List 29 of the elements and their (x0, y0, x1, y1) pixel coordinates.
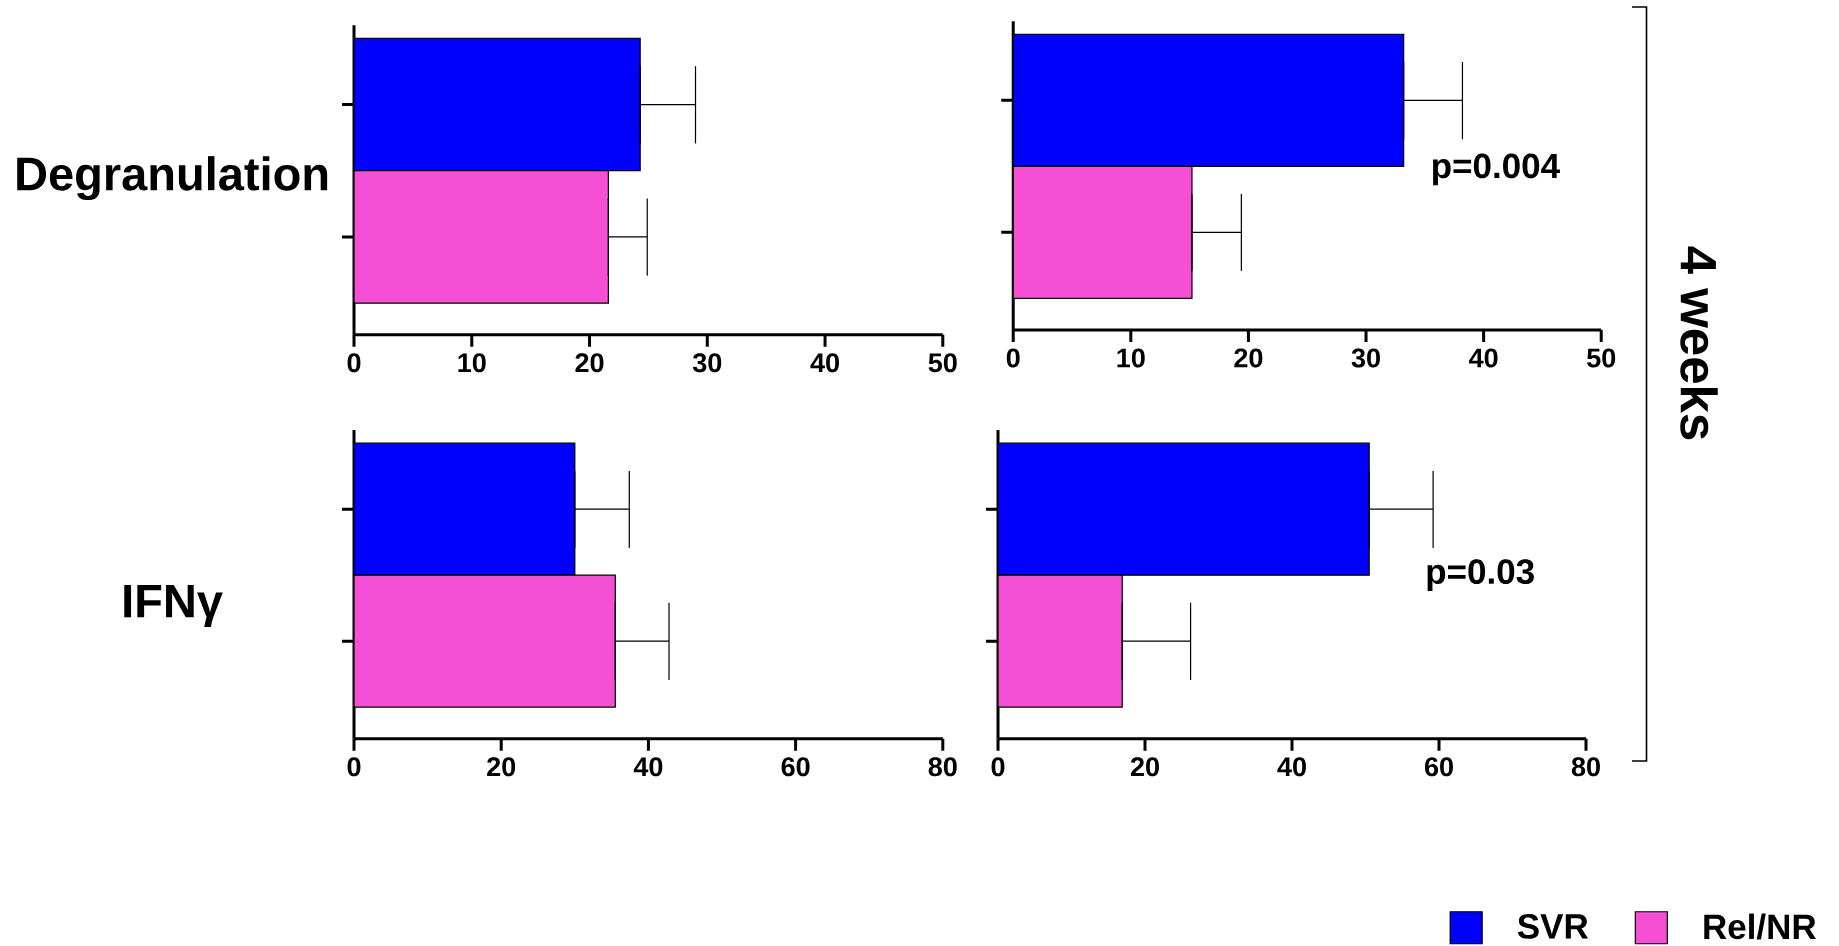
x-tick-label: 80 (928, 757, 957, 777)
x-tick-label: 50 (928, 353, 957, 373)
x-tick-label: 0 (991, 757, 1005, 777)
x-tick-label: 40 (1469, 348, 1498, 368)
x-tick-label: 20 (487, 757, 516, 777)
x-tick-label: 60 (781, 757, 810, 777)
legend-label: Rel/NR (1704, 913, 1816, 940)
x-tick-label: 10 (1117, 348, 1145, 368)
x-tick-label: 80 (1571, 757, 1600, 777)
legend-label: SVR (1517, 914, 1589, 939)
annotation: p=0.03 (1427, 559, 1534, 591)
x-tick-label: 0 (347, 757, 361, 777)
x-tick-label: 20 (575, 353, 604, 373)
annotation: p=0.004 (1433, 153, 1560, 186)
text: 4 weeks (1680, 246, 1718, 440)
y-axis-title: Degranulation (17, 156, 328, 201)
x-tick-label: 10 (458, 353, 486, 373)
x-tick-label: 50 (1587, 348, 1616, 368)
x-tick-label: 30 (692, 353, 722, 373)
y-axis-title: IFNγ (124, 584, 223, 628)
x-tick-label: 40 (1277, 757, 1306, 777)
x-tick-label: 30 (1351, 348, 1380, 368)
x-tick-label: 20 (1130, 757, 1159, 777)
x-tick-label: 20 (1234, 348, 1263, 368)
x-tick-label: 60 (1425, 757, 1453, 777)
x-tick-label: 0 (347, 353, 361, 373)
x-tick-label: 40 (633, 757, 663, 777)
x-tick-label: 40 (810, 353, 839, 373)
x-tick-label: 0 (1006, 348, 1020, 368)
